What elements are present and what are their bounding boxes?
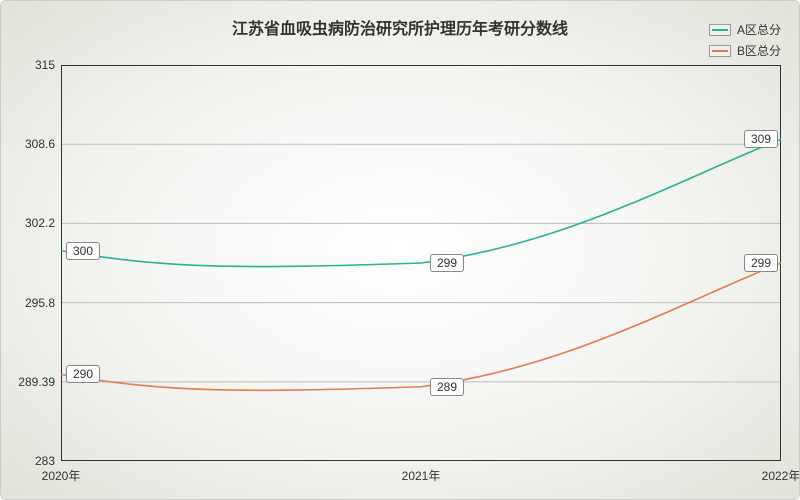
y-tick-label: 308.6 bbox=[25, 137, 55, 151]
data-point-label: 299 bbox=[430, 254, 464, 272]
legend-swatch-a bbox=[709, 24, 731, 36]
chart-container: 江苏省血吸虫病防治研究所护理历年考研分数线 A区总分 B区总分 283289.3… bbox=[0, 0, 800, 500]
legend-swatch-b bbox=[709, 45, 731, 57]
legend-item-b: B区总分 bbox=[709, 42, 781, 59]
y-tick-label: 283 bbox=[35, 454, 55, 468]
y-tick-label: 289.39 bbox=[18, 375, 55, 389]
legend: A区总分 B区总分 bbox=[709, 21, 781, 63]
legend-item-a: A区总分 bbox=[709, 21, 781, 38]
x-tick-label: 2022年 bbox=[762, 467, 800, 484]
x-tick-label: 2021年 bbox=[402, 467, 441, 484]
legend-label-a: A区总分 bbox=[737, 21, 781, 38]
y-tick-label: 302.2 bbox=[25, 216, 55, 230]
legend-line-a bbox=[712, 29, 728, 31]
legend-label-b: B区总分 bbox=[737, 42, 781, 59]
legend-line-b bbox=[712, 50, 728, 52]
data-point-label: 300 bbox=[66, 242, 100, 260]
x-tick-label: 2020年 bbox=[42, 467, 81, 484]
plot-svg bbox=[61, 65, 781, 461]
chart-title: 江苏省血吸虫病防治研究所护理历年考研分数线 bbox=[1, 15, 799, 39]
y-tick-label: 315 bbox=[35, 58, 55, 72]
y-tick-label: 295.8 bbox=[25, 296, 55, 310]
data-point-label: 290 bbox=[66, 365, 100, 383]
data-point-label: 299 bbox=[744, 254, 778, 272]
data-point-label: 309 bbox=[744, 130, 778, 148]
data-point-label: 289 bbox=[430, 378, 464, 396]
plot-area: 283289.39295.8302.2308.63152020年2021年202… bbox=[61, 65, 781, 461]
